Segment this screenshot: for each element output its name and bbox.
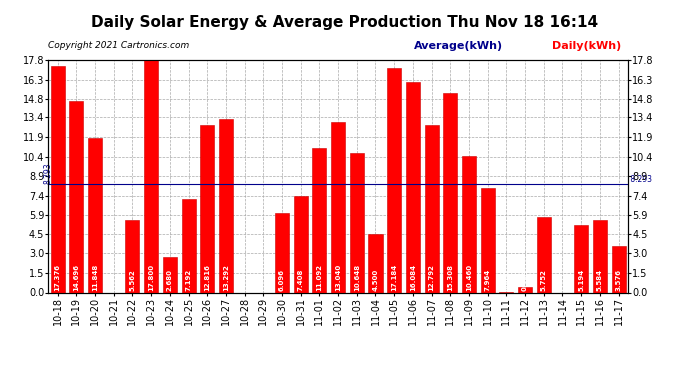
Text: 16.084: 16.084 (410, 263, 416, 291)
Text: 7.408: 7.408 (297, 268, 304, 291)
Bar (163, 258, 177, 292)
Text: 4.500: 4.500 (373, 268, 379, 291)
Bar (200, 125, 214, 292)
Bar (368, 234, 382, 292)
Text: 5.752: 5.752 (541, 268, 546, 291)
Text: 7.192: 7.192 (186, 268, 192, 291)
Text: 14.696: 14.696 (73, 264, 79, 291)
Bar (69, 100, 83, 292)
Text: 3.576: 3.576 (615, 268, 622, 291)
Text: 17.376: 17.376 (55, 264, 61, 291)
Text: 8.293: 8.293 (43, 162, 53, 184)
Text: 8.293: 8.293 (628, 175, 652, 184)
Text: 17.184: 17.184 (391, 263, 397, 291)
Text: 0.404: 0.404 (522, 268, 528, 291)
Bar (387, 68, 401, 292)
Text: 17.800: 17.800 (148, 263, 154, 291)
Text: 5.194: 5.194 (578, 268, 584, 291)
Bar (518, 287, 532, 292)
Bar (144, 60, 158, 292)
Text: 11.092: 11.092 (317, 264, 322, 291)
Bar (294, 196, 308, 292)
Bar (126, 220, 139, 292)
Bar (313, 148, 326, 292)
Text: 11.848: 11.848 (92, 263, 98, 291)
Text: 6.096: 6.096 (279, 268, 285, 291)
Bar (88, 138, 102, 292)
Text: 13.292: 13.292 (223, 264, 229, 291)
Bar (219, 119, 233, 292)
Text: 10.460: 10.460 (466, 263, 472, 291)
Text: 13.040: 13.040 (335, 263, 341, 291)
Text: 10.648: 10.648 (354, 263, 359, 291)
Text: 12.816: 12.816 (204, 264, 210, 291)
Bar (406, 82, 420, 292)
Text: Daily(kWh): Daily(kWh) (552, 41, 621, 51)
Bar (462, 156, 476, 292)
Text: Daily Solar Energy & Average Production Thu Nov 18 16:14: Daily Solar Energy & Average Production … (92, 15, 598, 30)
Bar (424, 125, 439, 292)
Text: 0.060: 0.060 (504, 268, 509, 291)
Bar (481, 189, 495, 292)
Text: Copyright 2021 Cartronics.com: Copyright 2021 Cartronics.com (48, 41, 190, 50)
Text: 5.584: 5.584 (597, 268, 603, 291)
Bar (50, 66, 65, 292)
Bar (443, 93, 457, 292)
Text: 12.792: 12.792 (428, 264, 435, 291)
Text: 2.680: 2.680 (167, 268, 172, 291)
Text: 5.562: 5.562 (130, 269, 135, 291)
Text: Average(kWh): Average(kWh) (414, 41, 503, 51)
Bar (593, 220, 607, 292)
Bar (537, 217, 551, 292)
Text: 7.964: 7.964 (484, 268, 491, 291)
Bar (574, 225, 588, 292)
Bar (611, 246, 626, 292)
Bar (275, 213, 289, 292)
Text: 15.308: 15.308 (447, 264, 453, 291)
Bar (331, 122, 345, 292)
Bar (181, 198, 195, 292)
Bar (350, 153, 364, 292)
